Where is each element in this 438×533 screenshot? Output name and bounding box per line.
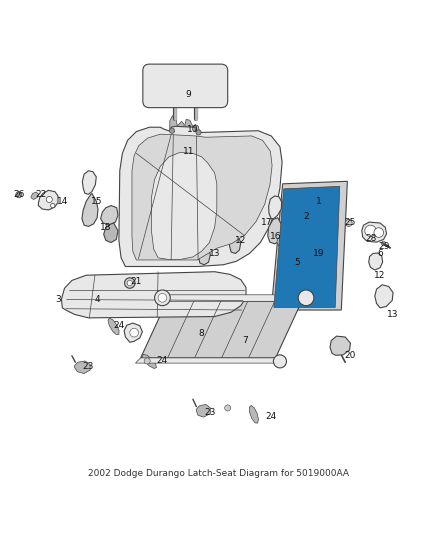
Polygon shape — [198, 247, 210, 265]
Text: 19: 19 — [313, 249, 325, 258]
Polygon shape — [201, 231, 216, 248]
Polygon shape — [82, 193, 98, 227]
Polygon shape — [135, 358, 281, 363]
FancyBboxPatch shape — [143, 64, 228, 108]
Polygon shape — [306, 223, 331, 252]
Circle shape — [16, 192, 22, 198]
Circle shape — [124, 278, 135, 288]
Text: 11: 11 — [183, 147, 194, 156]
Polygon shape — [141, 301, 302, 358]
Polygon shape — [124, 323, 142, 342]
Text: 24: 24 — [113, 321, 124, 330]
Circle shape — [374, 228, 384, 237]
Circle shape — [225, 405, 231, 411]
Text: 18: 18 — [100, 223, 112, 232]
Polygon shape — [108, 318, 119, 335]
Circle shape — [46, 197, 52, 203]
Text: 28: 28 — [366, 233, 377, 243]
Text: 13: 13 — [387, 310, 399, 319]
Polygon shape — [31, 192, 39, 199]
Text: 17: 17 — [261, 219, 272, 228]
Polygon shape — [152, 152, 217, 260]
Circle shape — [127, 280, 132, 286]
Polygon shape — [82, 171, 96, 194]
Polygon shape — [162, 295, 307, 301]
Polygon shape — [132, 134, 272, 260]
Circle shape — [170, 128, 175, 133]
Polygon shape — [101, 206, 118, 225]
Circle shape — [50, 204, 55, 208]
Polygon shape — [104, 223, 118, 243]
Text: 29: 29 — [379, 243, 390, 252]
Text: 3: 3 — [55, 295, 61, 304]
Polygon shape — [268, 196, 282, 219]
Text: 24: 24 — [157, 356, 168, 365]
Polygon shape — [196, 405, 210, 417]
Polygon shape — [175, 122, 184, 140]
Circle shape — [155, 290, 170, 305]
Text: 25: 25 — [344, 219, 355, 228]
Text: 23: 23 — [83, 362, 94, 371]
Circle shape — [158, 294, 167, 302]
Polygon shape — [185, 119, 194, 138]
Circle shape — [144, 358, 150, 364]
Polygon shape — [274, 187, 340, 308]
Polygon shape — [375, 285, 393, 308]
Polygon shape — [279, 191, 338, 302]
Polygon shape — [227, 218, 242, 236]
Polygon shape — [74, 361, 90, 374]
Text: 10: 10 — [187, 125, 199, 134]
Text: 24: 24 — [265, 412, 277, 421]
Text: 1: 1 — [316, 197, 322, 206]
Polygon shape — [39, 190, 58, 210]
Polygon shape — [249, 406, 258, 423]
Polygon shape — [61, 272, 246, 318]
Circle shape — [130, 328, 138, 337]
Text: 4: 4 — [94, 295, 100, 304]
Text: 12: 12 — [235, 236, 247, 245]
Polygon shape — [170, 116, 177, 134]
Text: 16: 16 — [270, 231, 281, 240]
Circle shape — [365, 225, 376, 237]
Text: 23: 23 — [205, 408, 216, 417]
Text: 12: 12 — [374, 271, 386, 280]
Polygon shape — [362, 222, 387, 242]
Text: 14: 14 — [57, 197, 68, 206]
Text: 9: 9 — [186, 90, 191, 99]
Text: 15: 15 — [92, 197, 103, 206]
Text: 22: 22 — [35, 190, 46, 199]
Text: 26: 26 — [13, 190, 25, 199]
Circle shape — [298, 290, 314, 305]
Polygon shape — [277, 236, 288, 247]
Circle shape — [273, 355, 286, 368]
Text: 5: 5 — [294, 257, 300, 266]
Polygon shape — [369, 253, 383, 270]
Polygon shape — [142, 354, 156, 368]
Polygon shape — [330, 336, 350, 356]
Polygon shape — [271, 181, 347, 310]
Text: 21: 21 — [131, 277, 142, 286]
Text: 8: 8 — [199, 329, 205, 338]
Polygon shape — [268, 218, 283, 244]
Text: 6: 6 — [377, 249, 383, 258]
Circle shape — [381, 241, 386, 246]
Circle shape — [345, 220, 352, 227]
Polygon shape — [119, 126, 282, 266]
Circle shape — [313, 231, 324, 243]
Text: 2002 Dodge Durango Latch-Seat Diagram for 5019000AA: 2002 Dodge Durango Latch-Seat Diagram fo… — [88, 469, 350, 478]
Text: 2: 2 — [303, 212, 309, 221]
Circle shape — [196, 130, 201, 135]
Text: 13: 13 — [209, 249, 220, 258]
Polygon shape — [192, 124, 200, 143]
Polygon shape — [230, 235, 241, 254]
Text: 20: 20 — [344, 351, 355, 360]
Text: 7: 7 — [242, 336, 248, 345]
